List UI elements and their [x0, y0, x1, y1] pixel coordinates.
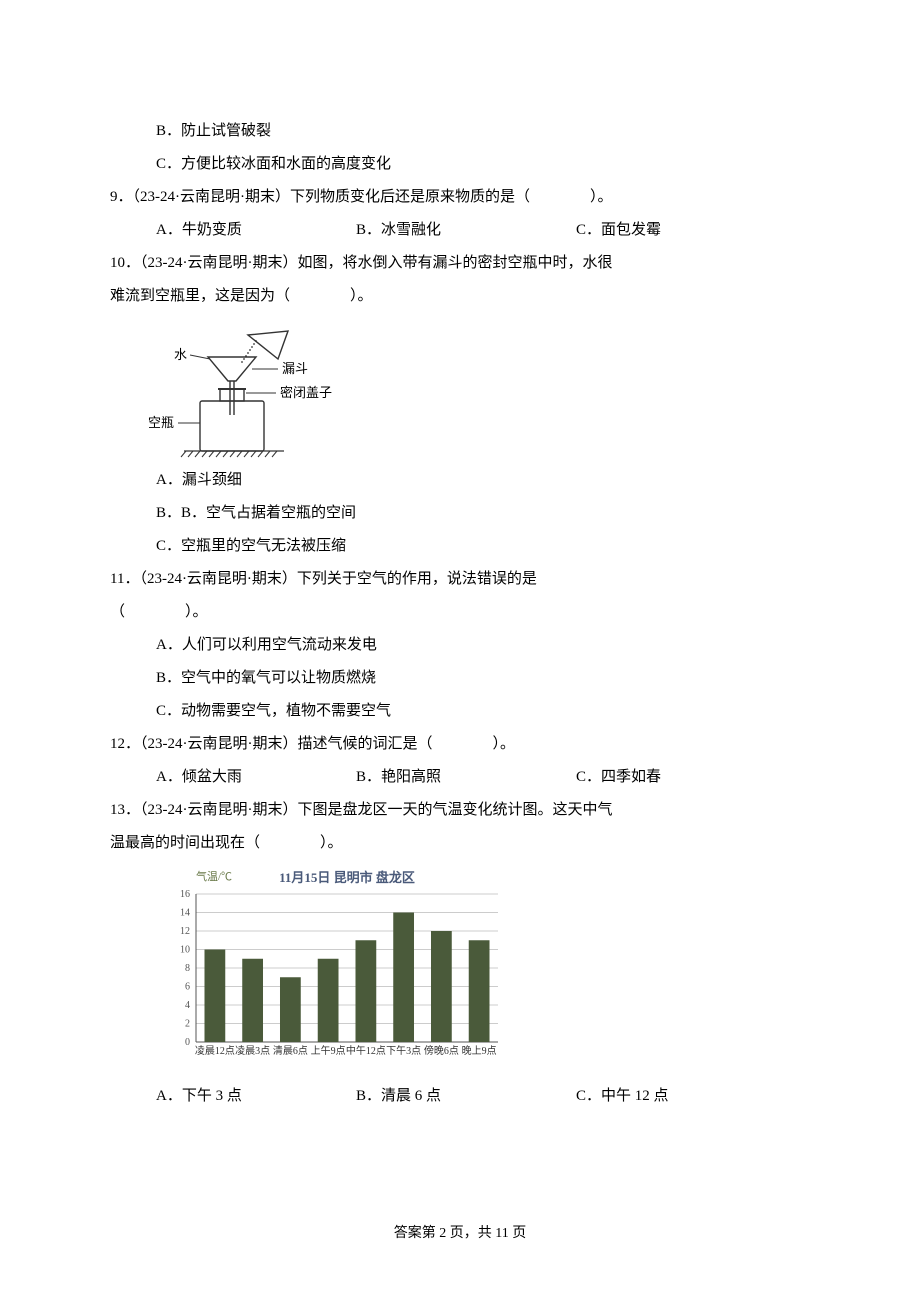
svg-text:4: 4 [185, 1000, 190, 1011]
q10-option-b: B．B．空气占据着空瓶的空间 [110, 497, 810, 530]
q12-option-c: C．四季如春 [576, 761, 810, 794]
q11-stem-line1: 11．（23-24·云南昆明·期末）下列关于空气的作用，说法错误的是 [110, 563, 810, 596]
svg-text:凌晨12点: 凌晨12点 [195, 1044, 235, 1057]
q8-option-c: C．方便比较冰面和水面的高度变化 [110, 148, 810, 181]
q13-stem-line2: 温最高的时间出现在（ ）。 [110, 827, 810, 860]
svg-text:清晨6点: 清晨6点 [273, 1044, 308, 1057]
svg-text:10: 10 [180, 945, 190, 956]
q13-stem-line1: 13．（23-24·云南昆明·期末）下图是盘龙区一天的气温变化统计图。这天中气 [110, 794, 810, 827]
svg-text:上午9点: 上午9点 [311, 1044, 346, 1057]
q9-options: A．牛奶变质 B．冰雪融化 C．面包发霉 [110, 214, 810, 247]
svg-text:空瓶: 空瓶 [148, 415, 174, 430]
q11-option-a: A．人们可以利用空气流动来发电 [110, 629, 810, 662]
q11-stem-line2: （ ）。 [110, 596, 810, 629]
q13-option-c: C．中午 12 点 [576, 1080, 810, 1113]
q13-option-b: B．清晨 6 点 [356, 1080, 576, 1113]
svg-text:下午3点: 下午3点 [386, 1044, 421, 1057]
q11-option-b: B．空气中的氧气可以让物质燃烧 [110, 662, 810, 695]
temperature-bar-chart-icon: 气温/℃ 11月15日 昆明市 盘龙区 0 2 4 6 8 10 12 14 16 凌晨12点凌晨3点… [150, 866, 510, 1076]
q10-option-a: A．漏斗颈细 [110, 464, 810, 497]
svg-text:16: 16 [180, 889, 190, 900]
q12-options: A．倾盆大雨 B．艳阳高照 C．四季如春 [110, 761, 810, 794]
svg-text:中午12点: 中午12点 [346, 1044, 386, 1057]
q10-diagram: 水漏斗密闭盖子空瓶 [110, 313, 810, 464]
svg-text:2: 2 [185, 1019, 190, 1030]
q9-option-a: A．牛奶变质 [156, 214, 356, 247]
svg-text:气温/℃: 气温/℃ [196, 869, 232, 883]
svg-text:0: 0 [185, 1037, 190, 1048]
svg-text:傍晚6点: 傍晚6点 [424, 1044, 459, 1057]
q13-options: A．下午 3 点 B．清晨 6 点 C．中午 12 点 [110, 1080, 810, 1113]
q11-option-c: C．动物需要空气，植物不需要空气 [110, 695, 810, 728]
svg-text:密闭盖子: 密闭盖子 [280, 385, 332, 400]
svg-text:漏斗: 漏斗 [282, 361, 308, 376]
funnel-bottle-diagram-icon: 水漏斗密闭盖子空瓶 [148, 323, 348, 458]
q12-option-a: A．倾盆大雨 [156, 761, 356, 794]
svg-text:凌晨3点: 凌晨3点 [235, 1044, 270, 1057]
q8-option-b: B．防止试管破裂 [110, 115, 810, 148]
q10-stem-line2: 难流到空瓶里，这是因为（ ）。 [110, 280, 810, 313]
svg-text:11月15日 昆明市 盘龙区: 11月15日 昆明市 盘龙区 [279, 870, 415, 885]
q13-chart: 气温/℃ 11月15日 昆明市 盘龙区 0 2 4 6 8 10 12 14 16 凌晨12点凌晨3点… [110, 860, 810, 1080]
q12-stem: 12．（23-24·云南昆明·期末）描述气候的词汇是（ ）。 [110, 728, 810, 761]
q9-option-b: B．冰雪融化 [356, 214, 576, 247]
svg-text:6: 6 [185, 982, 190, 993]
svg-text:12: 12 [180, 926, 190, 937]
svg-text:14: 14 [180, 908, 190, 919]
q12-option-b: B．艳阳高照 [356, 761, 576, 794]
q10-stem-line1: 10．（23-24·云南昆明·期末）如图，将水倒入带有漏斗的密封空瓶中时，水很 [110, 247, 810, 280]
svg-text:8: 8 [185, 963, 190, 974]
q10-option-c: C．空瓶里的空气无法被压缩 [110, 530, 810, 563]
q13-option-a: A．下午 3 点 [156, 1080, 356, 1113]
svg-text:水: 水 [174, 347, 187, 362]
q9-stem: 9．（23-24·云南昆明·期末）下列物质变化后还是原来物质的是（ ）。 [110, 181, 810, 214]
page-footer: 答案第 2 页，共 11 页 [0, 1222, 920, 1242]
q9-option-c: C．面包发霉 [576, 214, 810, 247]
svg-text:晚上9点: 晚上9点 [462, 1045, 497, 1057]
